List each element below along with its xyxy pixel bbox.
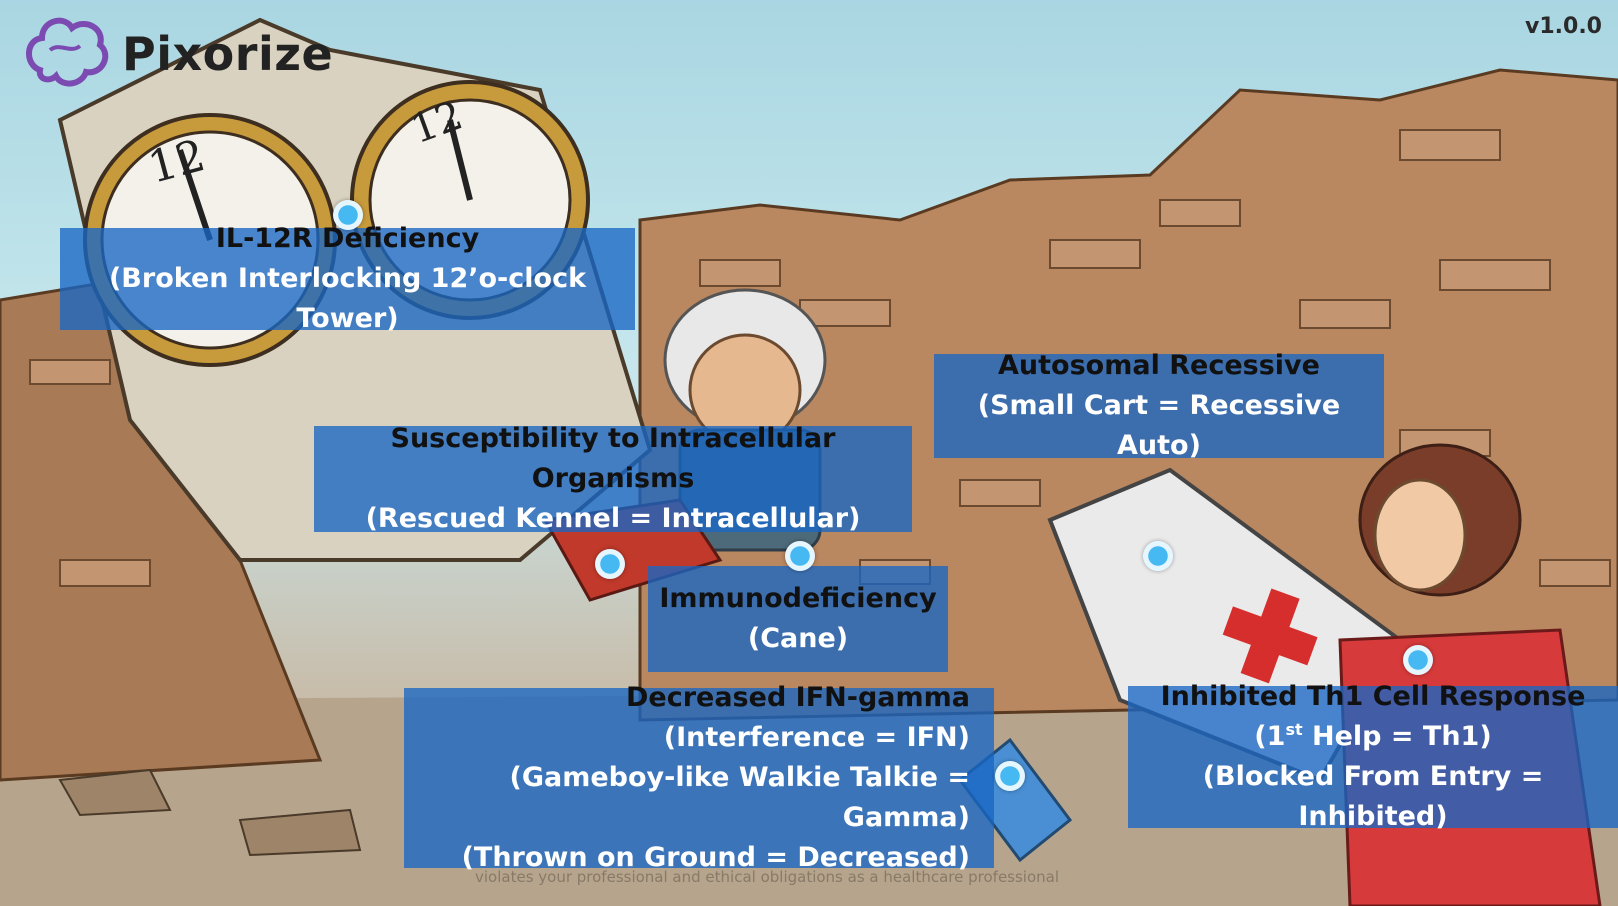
version-label: v1.0.0 — [1525, 14, 1602, 39]
brand: Pixorize — [20, 10, 333, 98]
label-il12r-sub: (Broken Interlocking 12’o-clock Tower) — [108, 263, 587, 334]
brain-logo-icon — [26, 17, 109, 87]
label-il12r-deficiency: IL-12R Deficiency (Broken Interlocking 1… — [60, 223, 635, 334]
label-ifn-title: Decreased IFN-gamma — [625, 682, 970, 713]
hotspot-kennel[interactable] — [595, 549, 625, 579]
label-susceptibility-title: Susceptibility to Intracellular Organism… — [390, 423, 836, 494]
label-ifn-line3: (Thrown on Ground = Decreased) — [461, 842, 970, 873]
hotspot-cane[interactable] — [785, 541, 815, 571]
hotspot-small-cart[interactable] — [1143, 541, 1173, 571]
label-intracellular-susceptibility: Susceptibility to Intracellular Organism… — [314, 423, 912, 534]
label-immunodeficiency: Immunodeficiency (Cane) — [648, 566, 948, 672]
label-inhibited-th1-response: Inhibited Th1 Cell Response (1st Help = … — [1128, 681, 1618, 832]
label-immunodeficiency-title: Immunodeficiency — [659, 583, 937, 614]
label-ifn-line2: (Gameboy-like Walkie Talkie = Gamma) — [509, 762, 970, 833]
brand-wordmark: Pixorize — [122, 27, 334, 81]
label-autosomal-title: Autosomal Recessive — [998, 350, 1320, 381]
label-th1-line2: (Blocked From Entry = Inhibited) — [1202, 761, 1544, 832]
watermark-text: violates your professional and ethical o… — [475, 868, 1060, 886]
label-ifn-line1: (Interference = IFN) — [663, 722, 970, 753]
label-immunodeficiency-sub: (Cane) — [747, 623, 849, 654]
hotspot-walkie-talkie[interactable] — [995, 761, 1025, 791]
label-decreased-ifn-gamma: Decreased IFN-gamma (Interference = IFN)… — [404, 682, 994, 873]
hotspot-first-help[interactable] — [1403, 645, 1433, 675]
label-autosomal-recessive: Autosomal Recessive (Small Cart = Recess… — [934, 350, 1384, 461]
label-susceptibility-sub: (Rescued Kennel = Intracellular) — [365, 503, 861, 534]
hotspot-clock-tower[interactable] — [333, 200, 363, 230]
label-autosomal-sub: (Small Cart = Recessive Auto) — [977, 390, 1341, 461]
label-th1-title: Inhibited Th1 Cell Response — [1160, 681, 1586, 712]
label-th1-line1: (1st Help = Th1) — [1254, 720, 1492, 752]
